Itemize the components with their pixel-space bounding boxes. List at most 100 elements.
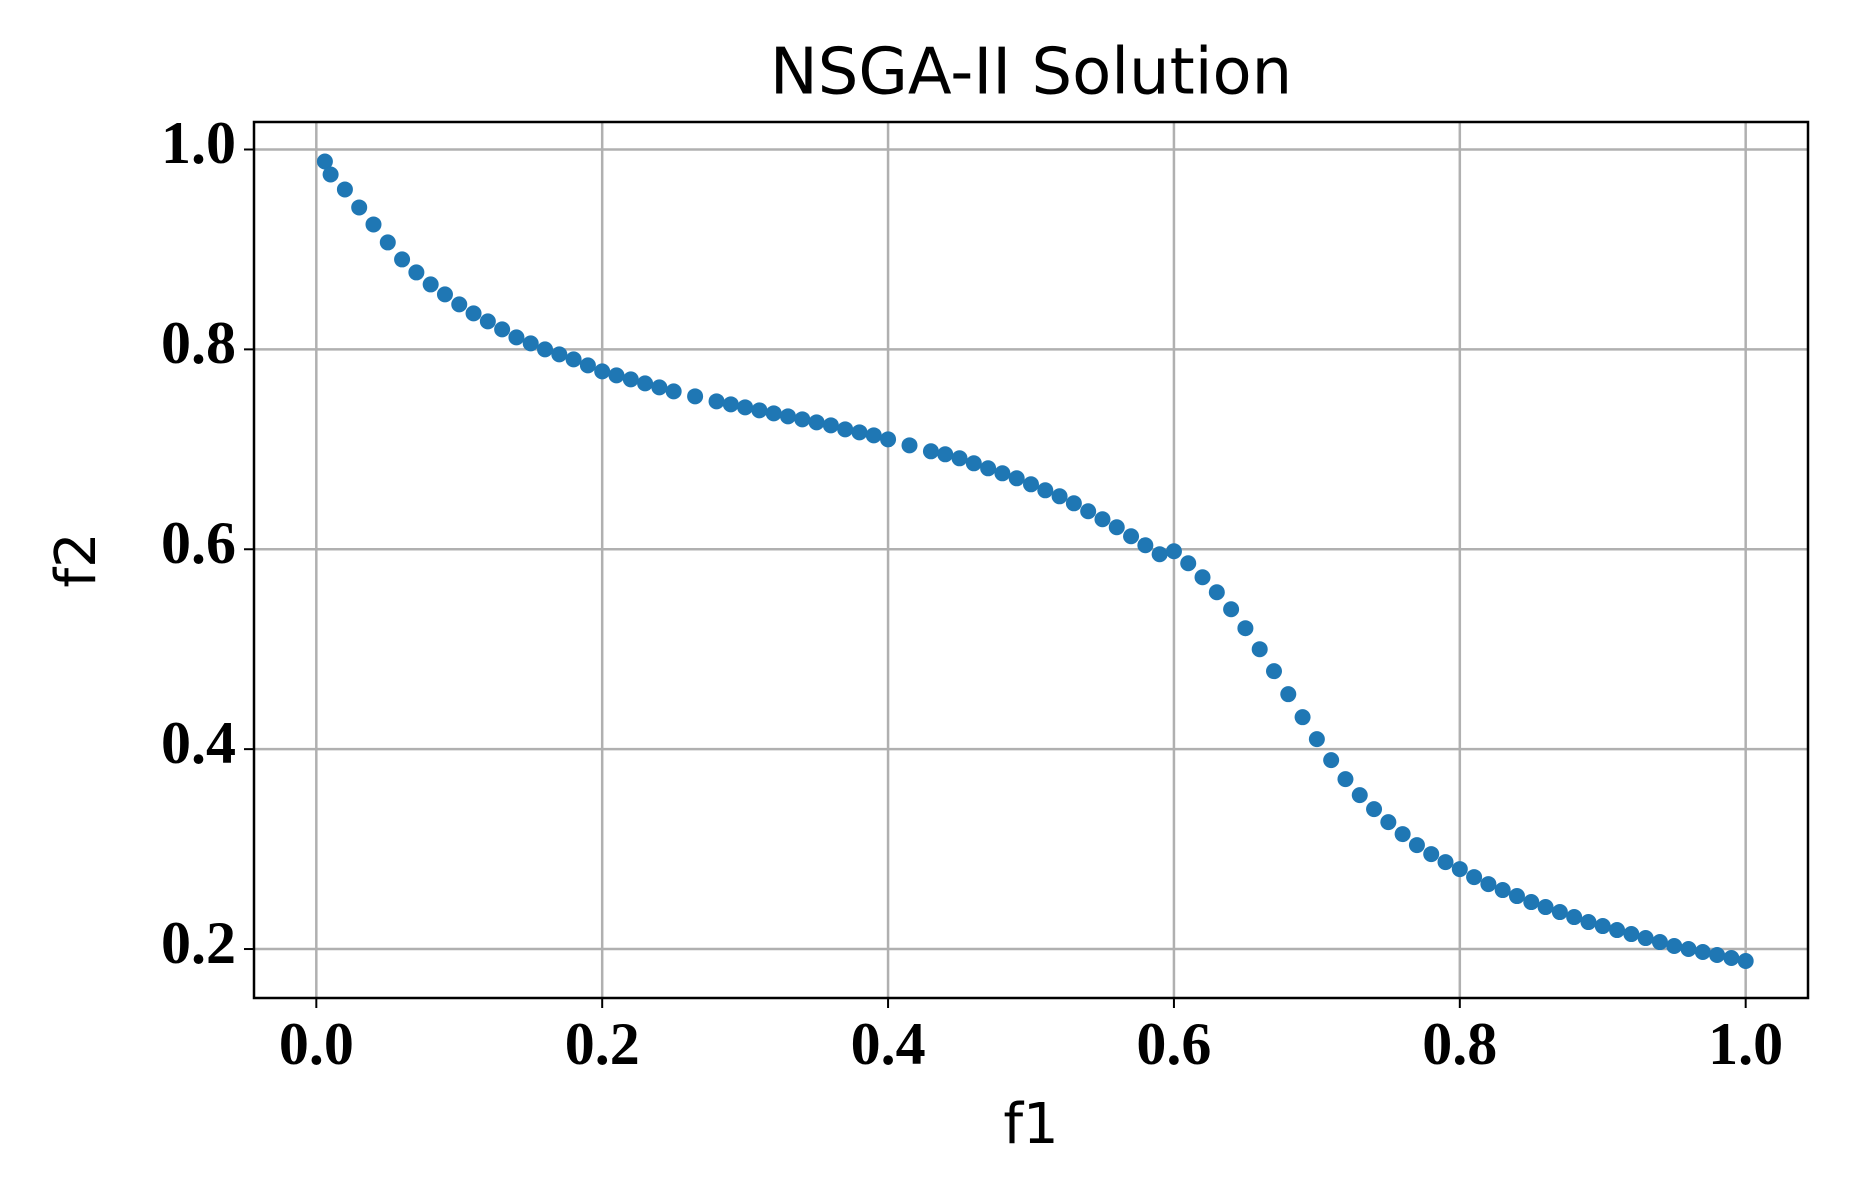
point [951,450,968,467]
point [637,375,654,392]
point [1737,953,1754,970]
point [1223,601,1240,618]
point [1194,569,1211,586]
point [1494,882,1511,899]
y-tick-label: 1.0 [161,110,236,176]
point [451,296,468,313]
point [608,367,625,384]
point [537,341,554,358]
point [1308,731,1325,748]
x-tick-label: 1.0 [1708,1011,1783,1077]
x-tick-label: 0.8 [1422,1011,1497,1077]
point [1051,488,1068,505]
point [1537,899,1554,916]
point [1108,519,1125,536]
point [1480,876,1497,893]
point [1709,947,1726,964]
chart-title: NSGA-II Solution [770,36,1292,110]
point [565,351,582,368]
point [1008,470,1025,487]
point [1609,922,1626,939]
point [1280,686,1297,703]
x-tick-label: 0.6 [1136,1011,1211,1077]
point [780,408,797,425]
plot-frame [252,120,1810,1000]
point [665,383,682,400]
point [1094,511,1111,528]
point [1323,752,1340,769]
point [1023,476,1039,493]
point [822,417,839,434]
point [1208,584,1225,601]
point [351,199,368,216]
point [965,455,982,472]
point [937,446,954,463]
point [1637,930,1654,947]
point [651,379,668,396]
point [1294,709,1311,726]
point [1451,861,1468,878]
point [865,427,882,444]
y-tick-label: 0.8 [161,310,236,376]
point [394,251,411,268]
point [1423,846,1440,863]
point [379,234,396,251]
point [1165,543,1182,560]
point [1337,771,1354,788]
point [1037,482,1054,499]
x-tick-label: 0.4 [851,1011,926,1077]
point [1366,801,1383,818]
point [851,424,868,441]
point [1694,944,1711,961]
point [479,313,496,330]
point [1408,837,1425,854]
point [737,399,754,416]
point [751,402,768,419]
point [1623,926,1640,943]
point [1251,641,1268,658]
point [1580,914,1597,931]
point [316,153,333,170]
y-tick-label: 0.2 [161,910,236,976]
point [1651,934,1668,951]
point [1551,904,1568,921]
point [365,216,382,233]
point [901,437,918,454]
point [1723,950,1740,967]
point [1466,869,1483,886]
point [1437,854,1454,871]
point [336,181,353,198]
point [880,431,897,448]
point [994,465,1011,482]
point [808,414,825,431]
point [522,335,539,352]
point [922,443,939,460]
point [594,363,611,380]
point [837,421,854,438]
point [408,264,425,281]
point [422,276,439,293]
point [508,329,525,346]
point [551,346,568,363]
point [1265,663,1282,680]
point [465,305,482,322]
point [1237,620,1254,637]
point [1137,537,1154,554]
point [1351,787,1368,804]
x-tick-label: 0.0 [279,1011,354,1077]
point [980,460,997,477]
point [1065,495,1082,512]
point [1566,909,1583,926]
point [1123,528,1140,545]
point [1394,826,1411,843]
point [579,357,596,374]
point [322,166,339,183]
x-tick-label: 0.2 [565,1011,640,1077]
point [1680,941,1697,958]
point [722,396,739,413]
point [1380,814,1397,831]
y-axis-label: f2 [44,532,109,587]
point [794,411,811,428]
point [1594,918,1611,935]
